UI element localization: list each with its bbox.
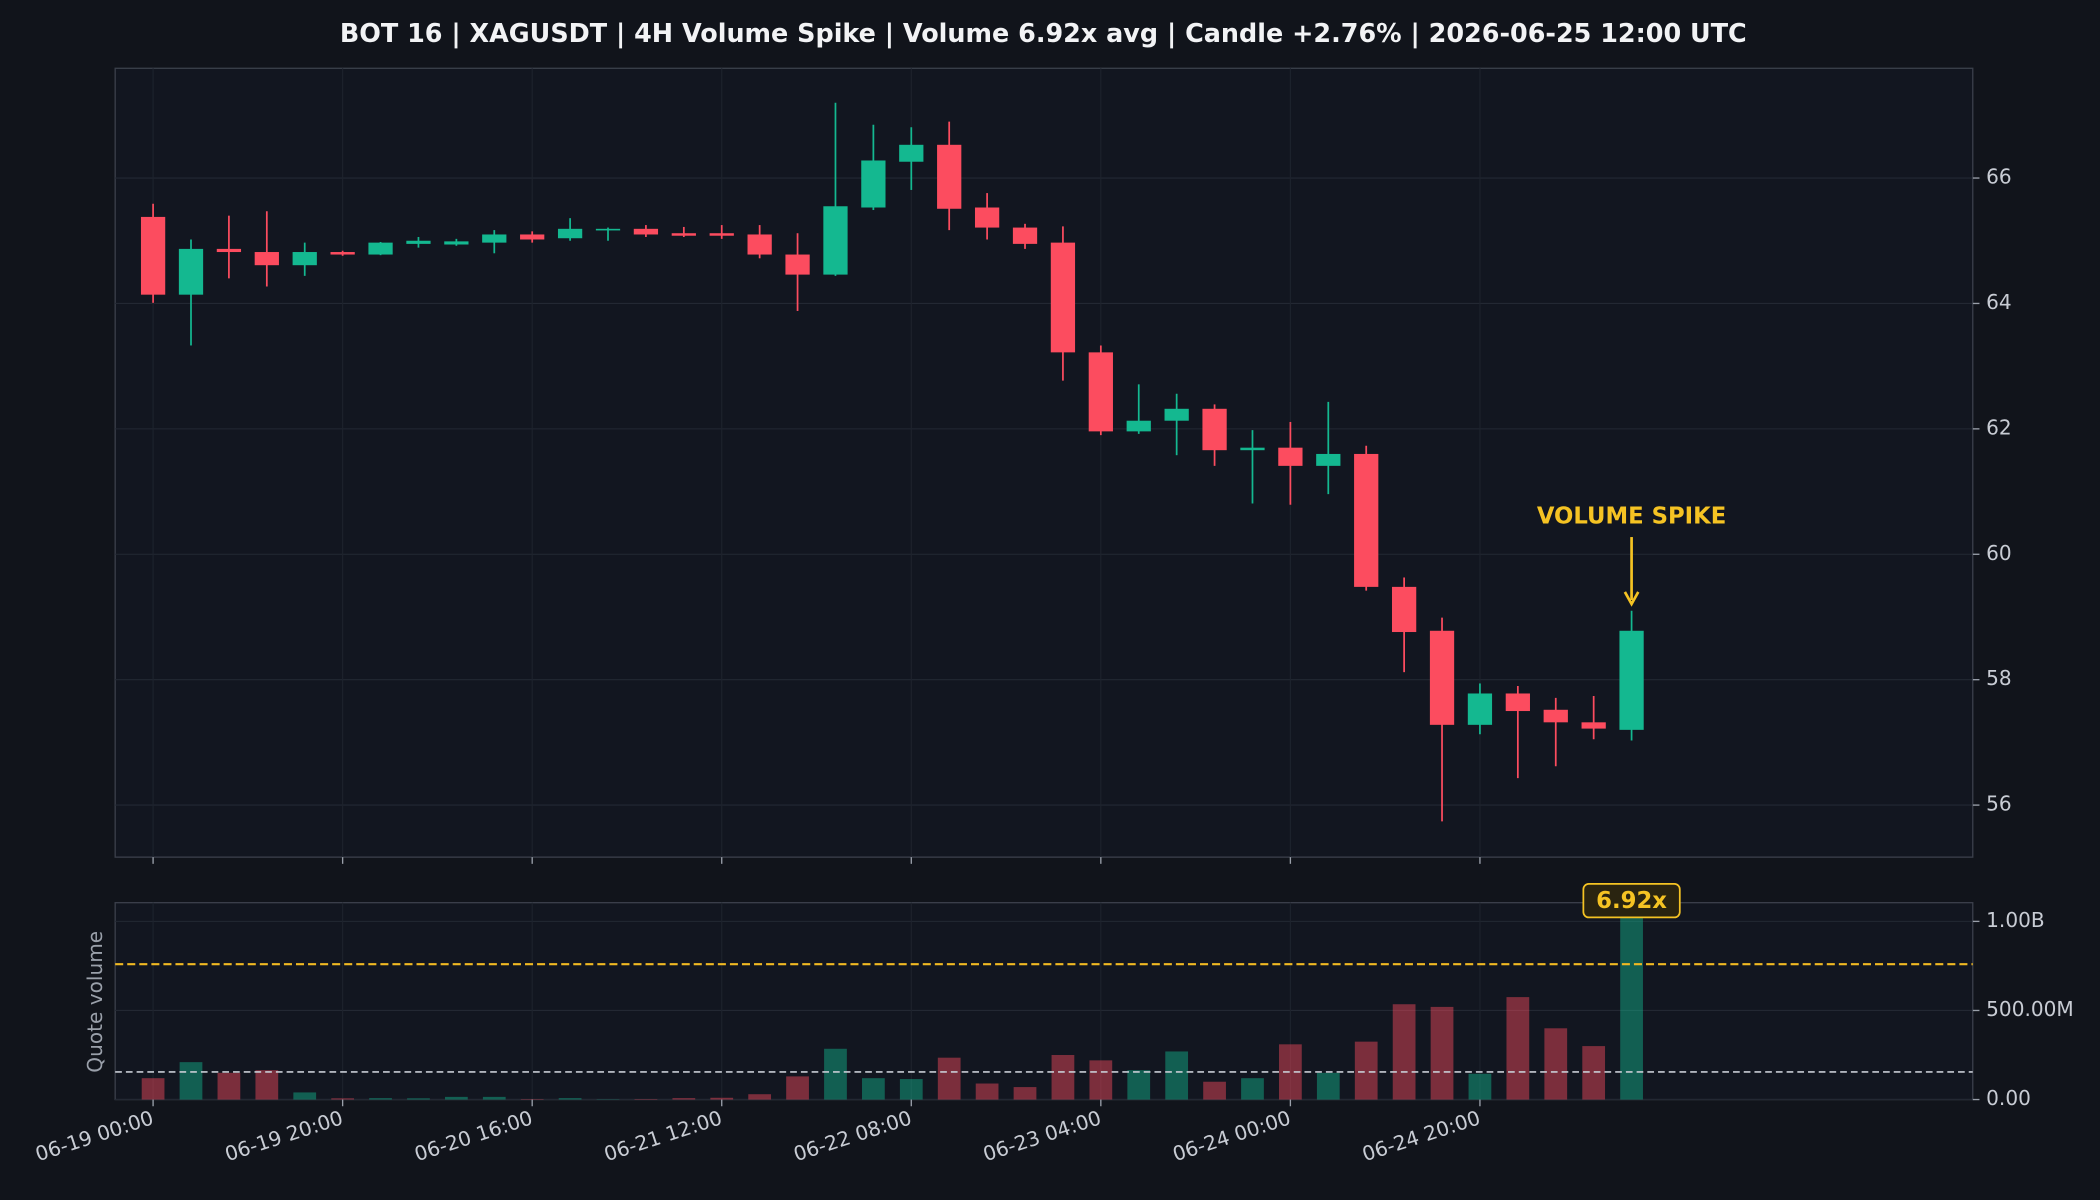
- annotation: VOLUME SPIKE: [1537, 503, 1726, 529]
- volume-bar: [444, 1096, 468, 1100]
- y-tick-label: 56: [1986, 792, 2012, 816]
- volume-bar: [975, 1083, 999, 1100]
- volume-bar: [1127, 1070, 1151, 1100]
- volume-bar: [179, 1062, 203, 1100]
- candle-body: [1505, 693, 1530, 712]
- y-tick-label: 1.00B: [1986, 908, 2044, 932]
- volume-bar: [1354, 1041, 1378, 1100]
- volume-bar: [1392, 1004, 1416, 1100]
- candle-body: [216, 248, 242, 253]
- volume-bar: [1051, 1055, 1075, 1100]
- candle-body: [1429, 630, 1455, 725]
- volume-bar: [331, 1098, 355, 1100]
- annotation-arrowhead: [1623, 591, 1640, 607]
- candle-body: [595, 228, 621, 231]
- candle-body: [1278, 447, 1303, 466]
- candle-body: [1316, 453, 1341, 466]
- candle-body: [1050, 242, 1076, 353]
- candle-body: [557, 228, 583, 239]
- candle-body: [861, 160, 886, 208]
- volume-bar: [899, 1079, 923, 1100]
- volume-bar: [1165, 1051, 1189, 1100]
- candle-body: [520, 234, 545, 240]
- y-tick-label: 64: [1986, 290, 2012, 314]
- volume-bar: [482, 1096, 506, 1100]
- candle-body: [292, 252, 317, 266]
- volume-bar: [634, 1099, 658, 1100]
- candle-body: [823, 206, 848, 275]
- volume-axis-label: Quote volume: [83, 931, 107, 1073]
- volume-panel: [114, 902, 1974, 1101]
- candle-body: [1581, 722, 1606, 729]
- volume-bar: [141, 1078, 165, 1100]
- volume-bar: [1013, 1087, 1037, 1100]
- candle-body: [1012, 227, 1038, 244]
- candle-body: [671, 233, 696, 236]
- y-tick-label: 60: [1986, 541, 2012, 565]
- candle-body: [482, 234, 507, 243]
- spike-badge: [1582, 883, 1681, 919]
- volume-bar: [1279, 1044, 1302, 1100]
- volume-bar: [1430, 1006, 1454, 1100]
- candle-body: [178, 248, 204, 295]
- volume-bar: [748, 1094, 772, 1100]
- volume-bar: [710, 1097, 734, 1100]
- candle-body: [254, 252, 279, 266]
- candle-body: [747, 234, 772, 255]
- candle-body: [974, 207, 1000, 228]
- volume-bar: [1620, 908, 1643, 1100]
- volume-bar: [407, 1098, 430, 1100]
- volume-bar: [862, 1078, 885, 1100]
- volume-bar: [1241, 1078, 1264, 1100]
- y-tick-label: 66: [1986, 165, 2012, 189]
- volume-bar: [1203, 1081, 1226, 1100]
- y-tick-label: 62: [1986, 415, 2012, 439]
- candle-body: [1240, 447, 1265, 451]
- candle-body: [1543, 709, 1568, 723]
- chart-title: BOT 16 | XAGUSDT | 4H Volume Spike | Vol…: [340, 18, 1747, 48]
- volume-bar: [217, 1072, 241, 1100]
- candle-body: [444, 241, 469, 245]
- candle-body: [368, 242, 393, 255]
- volume-bar: [1544, 1028, 1568, 1100]
- spike-label: 6.92x: [1596, 888, 1667, 914]
- candle-body: [1619, 630, 1644, 730]
- volume-bar: [1468, 1073, 1492, 1100]
- candle-body: [899, 144, 924, 162]
- volume-bar: [369, 1098, 392, 1100]
- y-tick-label: 500.00M: [1986, 997, 2074, 1021]
- candle-body: [1202, 408, 1227, 451]
- candle-body: [140, 216, 166, 295]
- volume-bar: [255, 1070, 279, 1100]
- volume-bar: [786, 1076, 809, 1100]
- volume-bar: [824, 1048, 847, 1100]
- candle-body: [330, 252, 355, 255]
- candle-body: [1088, 352, 1113, 432]
- candle-body: [1126, 420, 1151, 432]
- candle-body: [785, 254, 810, 275]
- volume-bar: [1089, 1060, 1113, 1100]
- candle-body: [1354, 453, 1379, 587]
- volume-bar: [293, 1092, 317, 1100]
- price-panel: [114, 67, 1974, 858]
- y-tick-label: 0.00: [1986, 1086, 2031, 1110]
- volume-bar: [937, 1057, 961, 1100]
- volume-bar: [1582, 1046, 1606, 1100]
- candle-body: [1391, 586, 1417, 633]
- candle-body: [1467, 693, 1493, 725]
- candle-body: [709, 233, 734, 236]
- volume-bar: [520, 1099, 544, 1100]
- volume-bar: [558, 1098, 582, 1100]
- candle-body: [1164, 408, 1189, 421]
- y-tick-label: 58: [1986, 666, 2012, 690]
- volume-bar: [672, 1098, 696, 1100]
- candle-body: [633, 228, 659, 235]
- candle-body: [406, 240, 431, 244]
- volume-bar: [1316, 1072, 1340, 1100]
- candle-body: [937, 144, 962, 209]
- volume-bar: [1506, 997, 1530, 1100]
